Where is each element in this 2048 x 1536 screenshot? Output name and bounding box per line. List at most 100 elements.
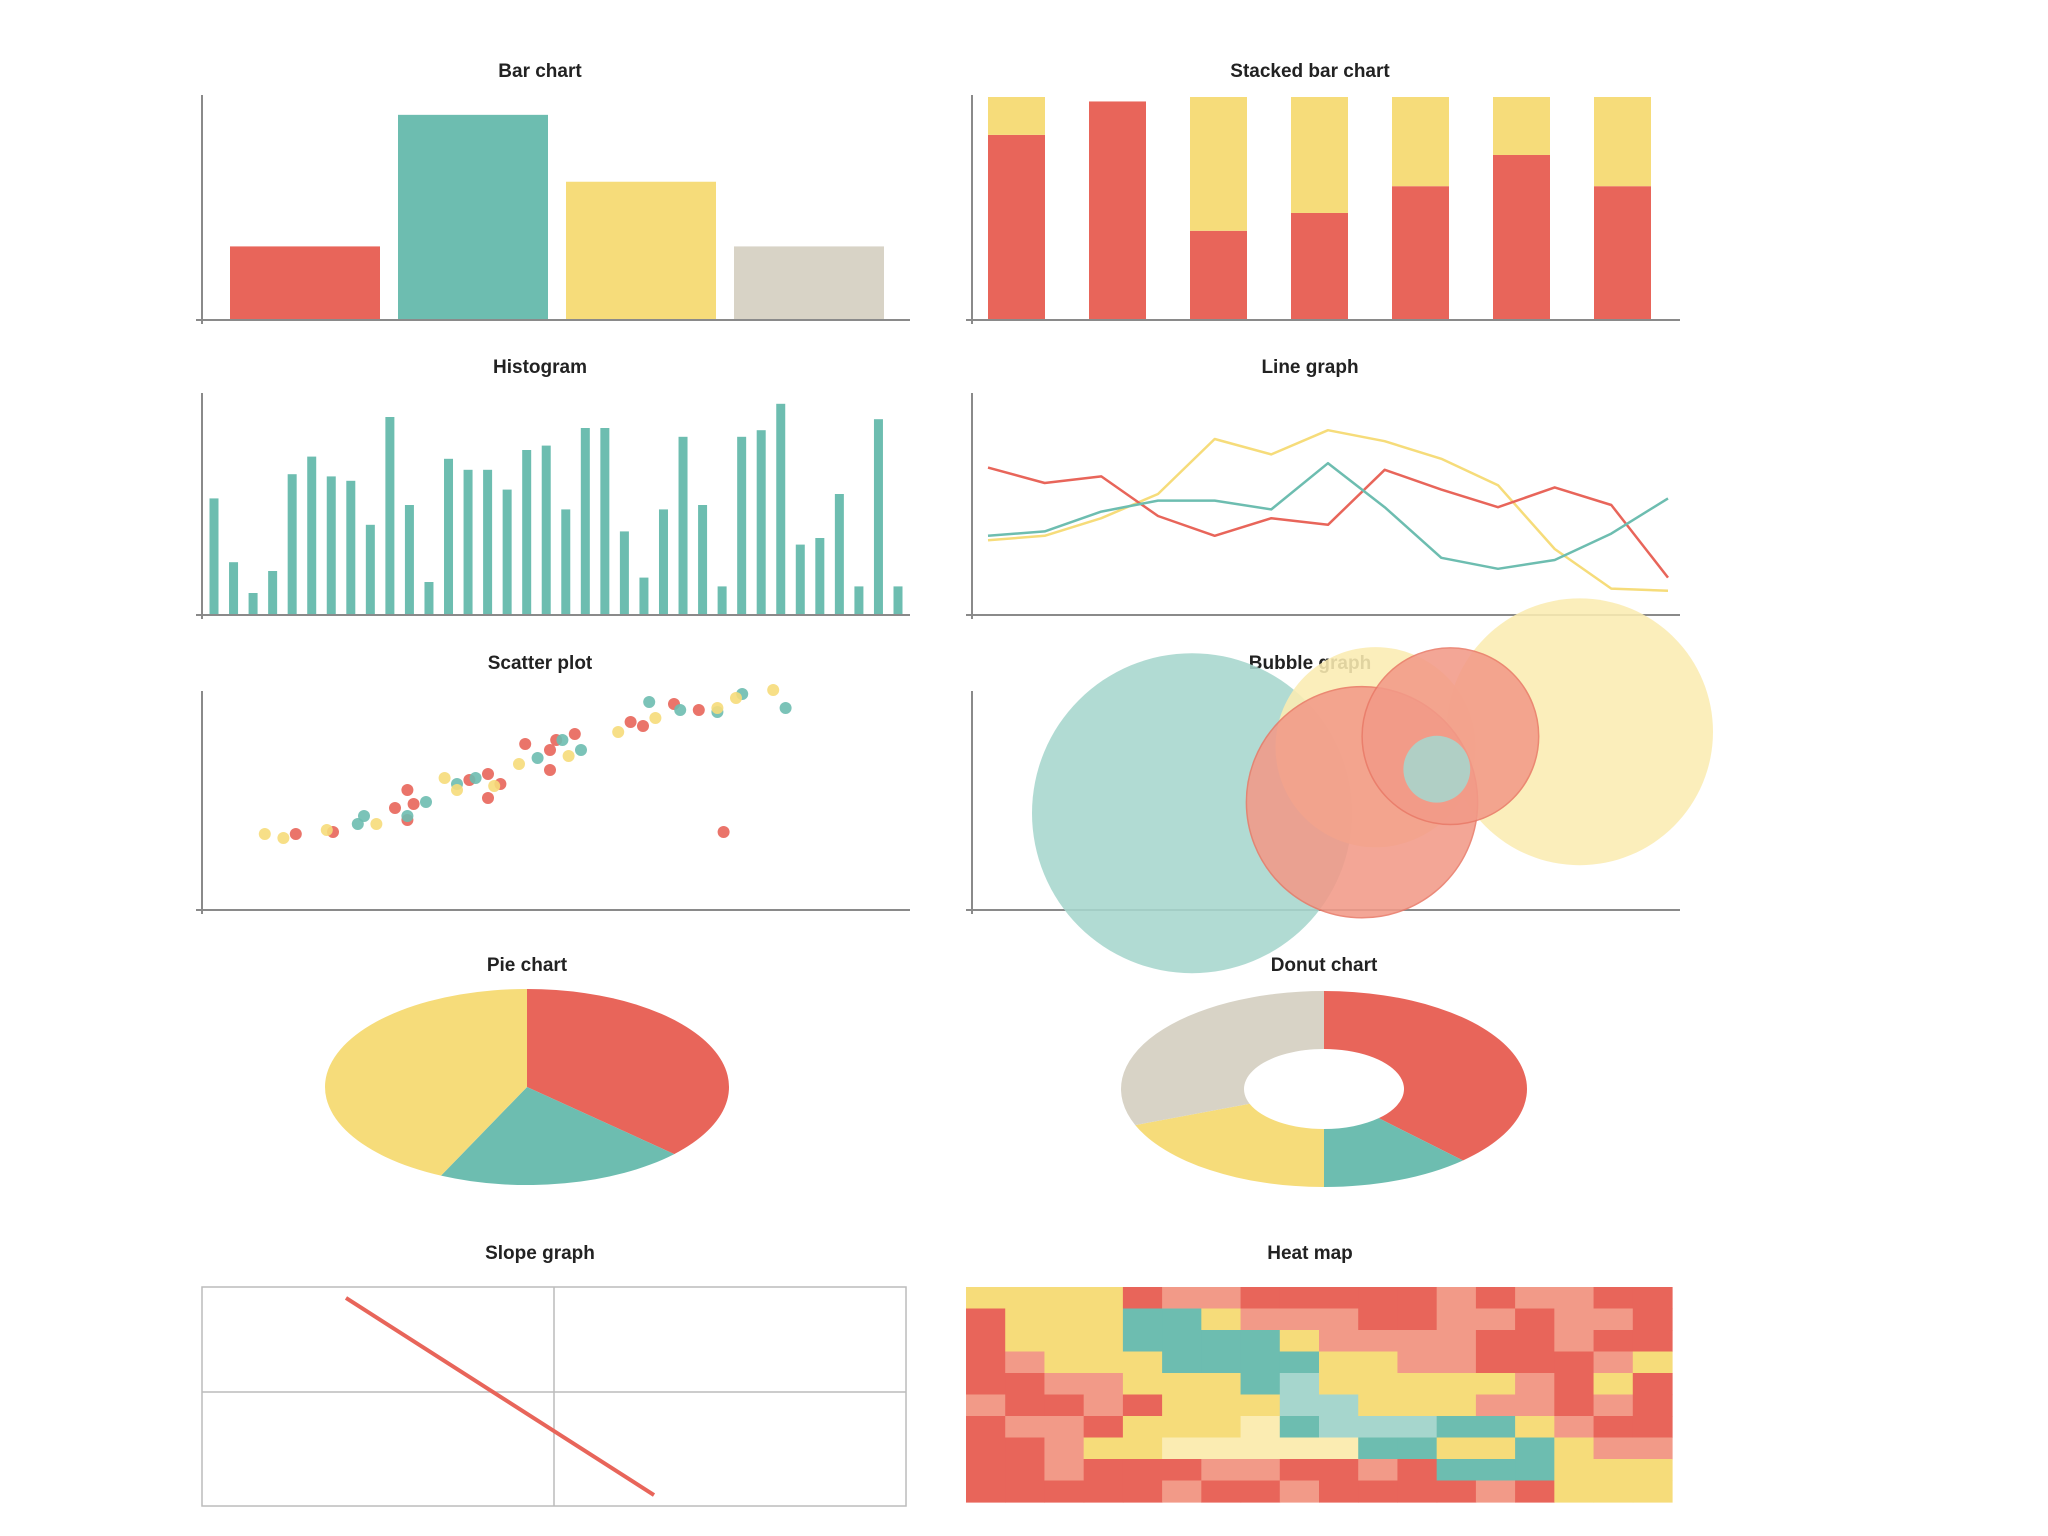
heatmap-cell <box>1044 1373 1085 1396</box>
heatmap-cell <box>1162 1287 1202 1310</box>
slope-line <box>344 1296 656 1497</box>
heatmap-cell <box>1122 1330 1163 1353</box>
heatmap-cell <box>1005 1308 1046 1331</box>
heatmap-cell <box>1475 1394 1516 1417</box>
chart-title: Stacked bar chart <box>1230 61 1390 82</box>
heatmap-cell <box>1162 1480 1202 1503</box>
heatmap-cell <box>1240 1308 1281 1331</box>
scatter-plot: Scatter plot <box>196 653 910 914</box>
heatmap-cell <box>1319 1437 1359 1460</box>
heatmap-cell <box>1122 1394 1163 1417</box>
chart-title: Slope graph <box>485 1243 595 1264</box>
heatmap-cell <box>1515 1351 1555 1374</box>
heatmap-cell <box>1593 1416 1634 1439</box>
heatmap-cell <box>1515 1373 1555 1396</box>
stacked-bar-segment <box>1594 97 1651 187</box>
heatmap-cell <box>1044 1480 1085 1503</box>
heatmap-cell <box>1162 1416 1202 1439</box>
histogram-bar <box>619 531 629 615</box>
scatter-point <box>451 784 463 796</box>
heatmap-cell <box>1358 1437 1399 1460</box>
heatmap-cell <box>1358 1373 1399 1396</box>
heatmap-cell <box>1083 1416 1124 1439</box>
heatmap-cell <box>1436 1437 1477 1460</box>
heatmap-cell <box>1083 1351 1124 1374</box>
bubble <box>1403 735 1471 803</box>
scatter-point <box>519 738 532 750</box>
scatter-point <box>711 702 724 714</box>
slope-graph: Slope graph <box>201 1243 907 1507</box>
heatmap-cell <box>1240 1373 1281 1396</box>
heatmap-cell <box>1358 1394 1399 1417</box>
heatmap-cell <box>1162 1373 1202 1396</box>
heatmap-cell <box>1475 1459 1516 1482</box>
heatmap-cell <box>966 1373 1006 1396</box>
scatter-point <box>370 818 383 830</box>
bubble-graph: Bubble graph <box>966 598 1713 974</box>
heatmap-cell <box>1554 1330 1595 1353</box>
histogram-bar <box>346 480 356 615</box>
heatmap-cell <box>1005 1394 1046 1417</box>
pie-chart: Pie chart <box>324 955 729 1185</box>
heatmap-cell <box>1044 1437 1085 1460</box>
heatmap-cell <box>1475 1416 1516 1439</box>
scatter-point <box>649 712 662 724</box>
scatter-point <box>289 828 302 840</box>
scatter-point <box>389 802 401 814</box>
heatmap-cell <box>1515 1459 1555 1482</box>
heatmap-cell <box>1279 1308 1320 1331</box>
heatmap-cell <box>1044 1308 1085 1331</box>
heatmap-cell <box>966 1394 1006 1417</box>
heatmap-cell <box>1632 1459 1673 1482</box>
histogram-bar <box>541 445 551 615</box>
heatmap-cell <box>1044 1287 1085 1310</box>
heatmap-cell <box>1319 1459 1359 1482</box>
scatter-point <box>562 750 575 762</box>
histogram-bar <box>658 509 668 615</box>
histogram-bar <box>893 586 903 615</box>
heatmap-cell <box>966 1308 1006 1331</box>
heatmap-cell <box>1554 1394 1595 1417</box>
scatter-point <box>488 780 501 792</box>
heatmap-cell <box>1358 1287 1399 1310</box>
heatmap-cell <box>1436 1373 1477 1396</box>
heatmap-cell <box>1201 1394 1242 1417</box>
heatmap-cell <box>1005 1330 1046 1353</box>
scatter-point <box>407 798 420 810</box>
heatmap-cell <box>1319 1330 1359 1353</box>
heatmap-cell <box>1162 1351 1202 1374</box>
scatter-point <box>420 796 432 808</box>
scatter-point <box>258 828 271 840</box>
heatmap-cell <box>1358 1459 1399 1482</box>
chart-title: Donut chart <box>1271 955 1378 976</box>
heatmap-cell <box>1005 1437 1046 1460</box>
bar <box>230 246 380 320</box>
heatmap-cell <box>1554 1480 1595 1503</box>
heatmap-cell <box>1122 1416 1163 1439</box>
heatmap-cell <box>1475 1437 1516 1460</box>
heatmap-cell <box>1436 1287 1477 1310</box>
histogram-bar <box>756 430 766 615</box>
heatmap-cell <box>1554 1416 1595 1439</box>
heatmap-cell <box>1436 1308 1477 1331</box>
heatmap-cell <box>1358 1330 1399 1353</box>
heatmap-cell <box>1397 1437 1438 1460</box>
heatmap-cell <box>1632 1351 1673 1374</box>
heatmap-cell <box>1397 1394 1438 1417</box>
scatter-point <box>277 832 290 844</box>
heatmap-cell <box>1397 1351 1438 1374</box>
heatmap-cell <box>1201 1287 1242 1310</box>
heatmap-cell <box>1044 1459 1085 1482</box>
heatmap-cell <box>1279 1459 1320 1482</box>
scatter-point <box>544 764 556 776</box>
heatmap-cell <box>1358 1480 1399 1503</box>
scatter-point <box>482 768 494 780</box>
bar <box>398 114 548 320</box>
histogram-bar <box>600 428 610 615</box>
histogram-bar <box>522 450 532 615</box>
heatmap-cell <box>1083 1330 1124 1353</box>
line-graph: Line graph <box>966 357 1680 619</box>
heatmap-cell <box>1122 1480 1163 1503</box>
heatmap-cell <box>1162 1330 1202 1353</box>
